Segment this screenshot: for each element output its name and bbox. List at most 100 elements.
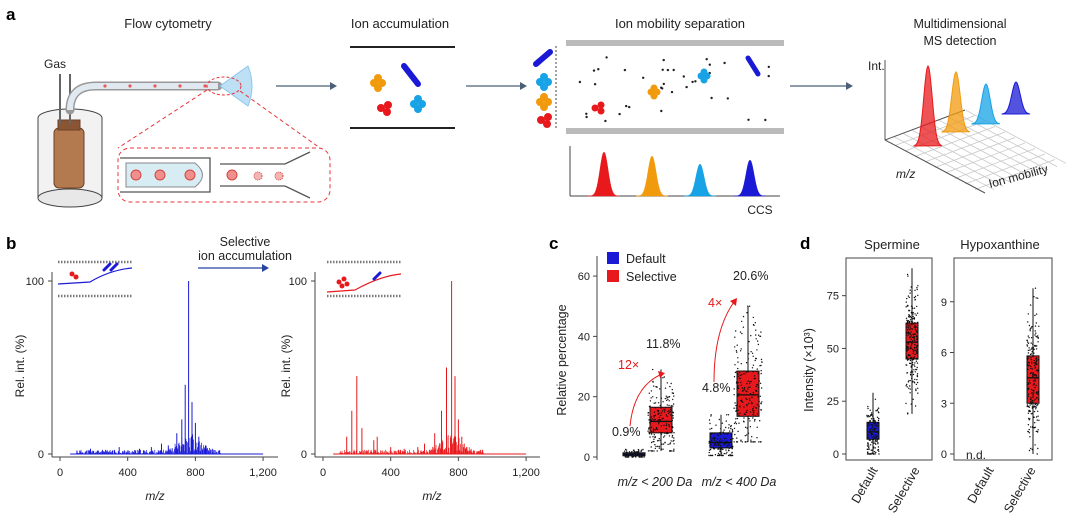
data-point: [914, 327, 916, 329]
data-point: [907, 275, 909, 277]
data-point: [866, 424, 869, 426]
x-tick-label: 1,200: [512, 467, 540, 479]
data-point: [661, 418, 663, 420]
arrow-icon: [330, 82, 337, 90]
data-point: [729, 430, 731, 432]
data-point: [649, 450, 651, 452]
data-point: [723, 438, 725, 440]
data-point: [759, 441, 761, 443]
data-point: [873, 453, 875, 455]
data-point: [724, 433, 726, 435]
data-point: [1035, 374, 1038, 377]
data-point: [911, 374, 913, 377]
data-point: [915, 314, 917, 316]
data-point: [914, 324, 916, 327]
data-point: [668, 400, 670, 402]
data-point: [759, 420, 761, 422]
data-point: [672, 403, 675, 405]
data-point: [875, 440, 877, 442]
data-point: [760, 409, 762, 411]
data-point: [912, 311, 914, 314]
data-point: [916, 338, 918, 341]
data-point: [727, 414, 730, 416]
data-point: [912, 358, 914, 361]
ims-entrance-ions: [533, 49, 553, 128]
data-point: [912, 315, 914, 318]
data-point: [1037, 390, 1040, 392]
data-point: [758, 405, 760, 407]
data-point: [1028, 406, 1031, 408]
data-point: [905, 349, 908, 351]
data-point: [910, 320, 913, 323]
data-point: [650, 433, 653, 435]
gas-dot: [604, 119, 607, 123]
c-g1-fold: 12×: [618, 358, 639, 372]
data-point: [911, 290, 913, 293]
data-point: [906, 383, 908, 386]
data-point: [725, 449, 727, 451]
gas-dot: [597, 68, 600, 71]
data-point: [737, 373, 739, 375]
data-point: [1026, 356, 1028, 359]
data-point: [668, 424, 670, 426]
data-point: [648, 427, 650, 429]
c-g1-default-label: 0.9%: [612, 425, 641, 439]
data-point: [914, 313, 916, 315]
data-point: [633, 452, 635, 454]
data-point: [1027, 361, 1029, 363]
data-point: [743, 421, 745, 423]
data-point: [906, 386, 908, 388]
data-point: [1032, 380, 1035, 382]
data-point: [671, 409, 673, 412]
data-point: [638, 450, 640, 453]
data-point: [623, 453, 625, 455]
data-point: [909, 354, 911, 357]
data-point: [708, 451, 710, 454]
gas-dot: [625, 104, 628, 108]
data-point: [744, 426, 747, 428]
data-point: [1026, 345, 1029, 347]
data-point: [753, 393, 755, 395]
data-point: [639, 452, 641, 454]
data-point: [874, 420, 877, 422]
data-point: [745, 411, 748, 413]
data-point: [718, 418, 720, 421]
data-point: [655, 427, 658, 429]
data-point: [911, 362, 914, 364]
data-point: [1027, 395, 1030, 397]
data-point: [657, 411, 660, 413]
data-point: [906, 322, 908, 325]
data-point: [656, 428, 659, 431]
data-point: [915, 360, 918, 362]
data-point: [656, 450, 658, 452]
data-point: [669, 385, 671, 388]
data-point: [721, 422, 724, 424]
data-point: [747, 432, 750, 434]
c-g2-default-label: 4.8%: [702, 381, 731, 395]
data-point: [1038, 419, 1040, 421]
data-point: [647, 414, 649, 416]
data-point: [663, 376, 665, 378]
data-point: [1030, 447, 1032, 450]
data-point: [914, 371, 916, 373]
data-point: [663, 408, 665, 410]
c-ytick-label: 40: [578, 331, 590, 343]
data-point: [665, 424, 668, 427]
data-point: [647, 428, 650, 430]
data-point: [643, 455, 645, 457]
data-point: [1035, 430, 1038, 433]
data-point: [916, 312, 919, 314]
data-point: [750, 439, 752, 441]
ms-title-1: Multidimensional: [913, 17, 1006, 31]
data-point: [1033, 362, 1035, 364]
data-point: [1037, 403, 1039, 406]
data-point: [743, 370, 745, 372]
data-point: [710, 415, 712, 417]
data-point: [876, 409, 878, 412]
ms-peak: [1001, 81, 1031, 115]
data-point: [913, 358, 916, 360]
x-tick-label: 0: [320, 467, 326, 479]
data-point: [905, 364, 907, 366]
data-point: [876, 440, 879, 442]
data-point: [726, 414, 728, 416]
